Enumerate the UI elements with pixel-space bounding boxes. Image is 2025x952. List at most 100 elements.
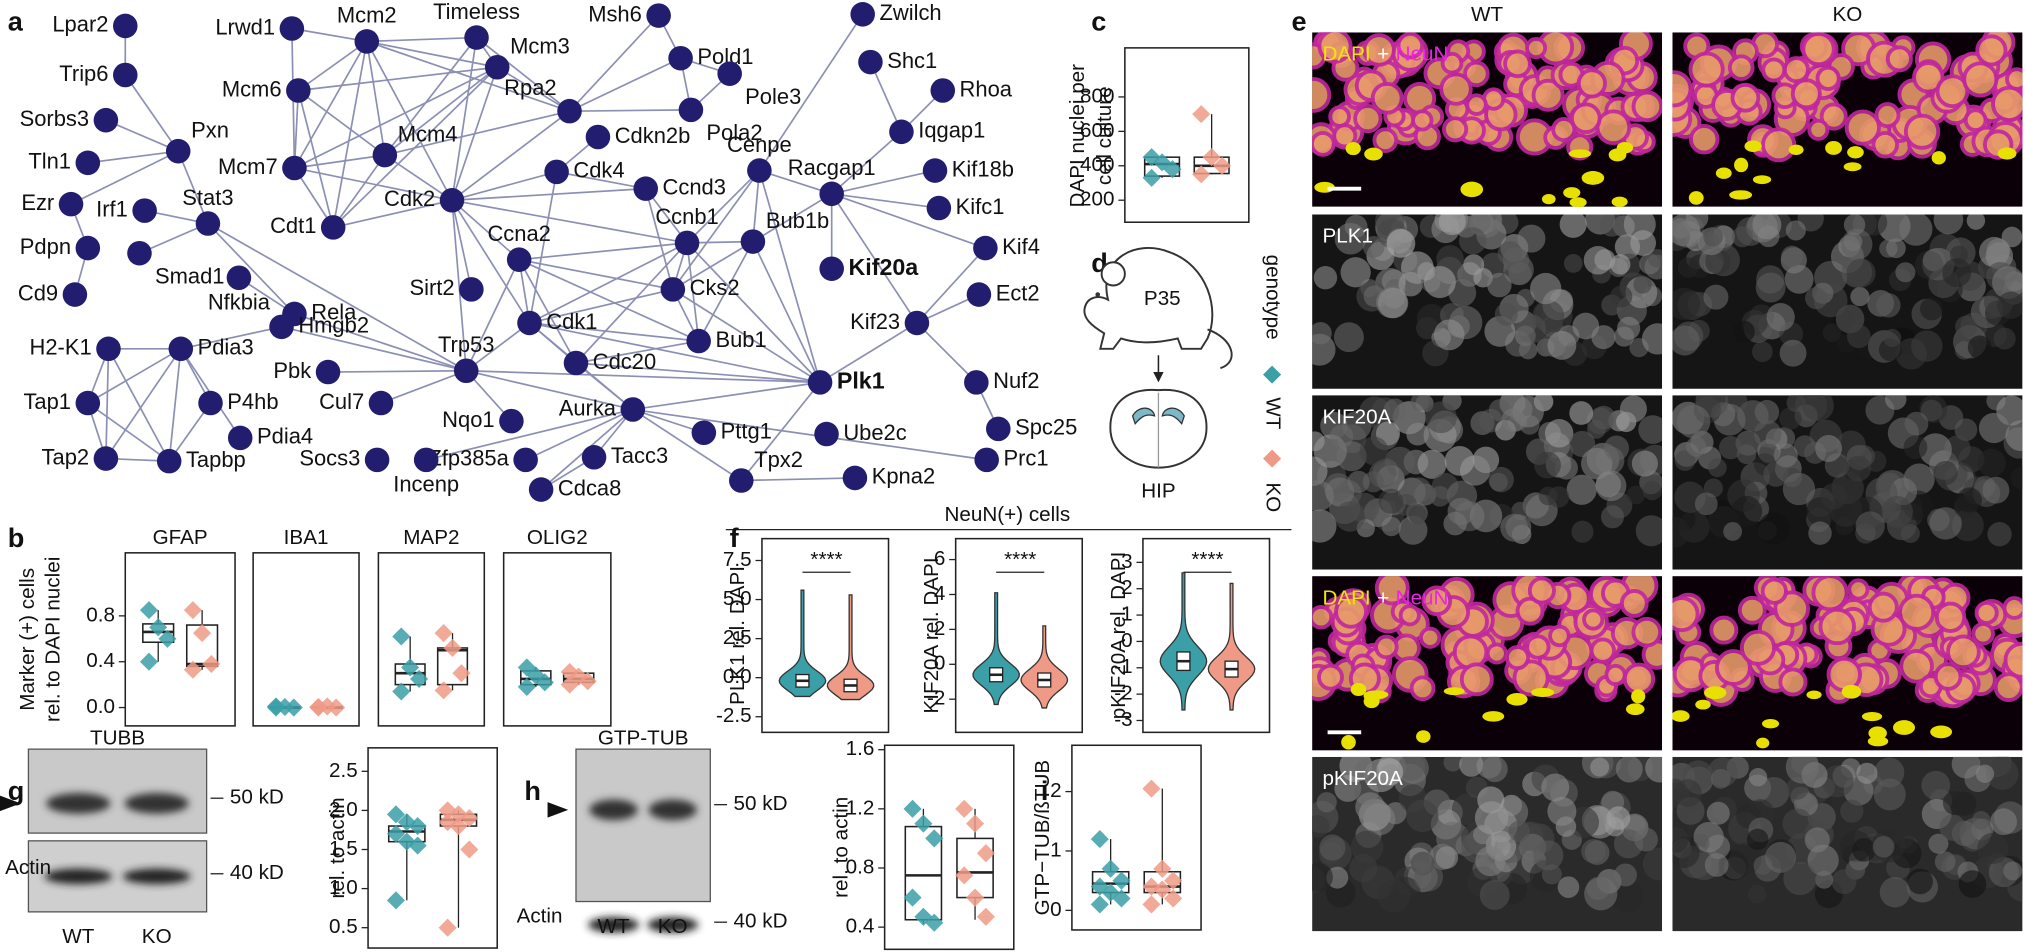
node: [807, 370, 833, 395]
edge: [87, 348, 182, 404]
cell-texture: [1503, 49, 1532, 79]
cell-texture: [1384, 802, 1407, 825]
node: [686, 328, 711, 354]
cell-texture: [1992, 756, 2013, 776]
edge: [529, 288, 674, 324]
micrograph: KIF20A: [1312, 395, 1663, 570]
cell-texture: [1313, 265, 1338, 290]
y-tick-label: -2: [1114, 682, 1132, 705]
node-label: Socs3: [299, 446, 360, 471]
edge: [632, 408, 987, 461]
edge: [70, 150, 179, 205]
cell-texture: [1856, 762, 1878, 784]
cell-texture: [1487, 272, 1512, 298]
cell-texture: [1364, 147, 1383, 161]
y-tick-label: 5.0: [723, 587, 752, 610]
band: [588, 917, 640, 933]
node: [926, 195, 952, 221]
cell-texture: [1693, 821, 1724, 853]
node: [75, 150, 101, 176]
cell-texture: [1625, 703, 1645, 716]
band: [647, 917, 699, 933]
cell-texture: [1971, 621, 1995, 646]
data-point: [139, 652, 159, 671]
region-label: HIP: [1141, 480, 1175, 503]
node: [740, 229, 766, 254]
band: [648, 799, 697, 821]
panel-letter: e: [1291, 6, 1306, 37]
cell-texture: [1986, 238, 2011, 263]
edge: [365, 41, 386, 156]
cell-texture: [1956, 487, 1983, 513]
cell-texture: [1672, 214, 1701, 247]
edge: [759, 169, 832, 195]
marker-label: 50 kD: [734, 792, 788, 815]
cell-texture: [2002, 596, 2023, 620]
edge: [632, 408, 705, 434]
cell-texture: [1642, 847, 1663, 881]
node: [93, 446, 119, 471]
node-label: Cd9: [18, 280, 58, 305]
edge: [568, 15, 660, 112]
cell-texture: [1727, 54, 1755, 81]
cell-texture: [1489, 472, 1508, 492]
cell-texture: [1568, 149, 1592, 158]
cell-texture: [1706, 801, 1730, 825]
cell-texture: [1469, 499, 1503, 533]
node: [499, 408, 524, 434]
mouse-eye: [1095, 292, 1101, 297]
age-label: P35: [1144, 287, 1181, 310]
data-point: [966, 888, 985, 907]
node-label: Cks2: [690, 275, 740, 300]
row-label-part: pKIF20A: [1322, 768, 1403, 791]
cell-texture: [1993, 672, 2023, 703]
cell-texture: [1709, 615, 1739, 645]
y-tick-label: 0.4: [86, 649, 115, 672]
plot-frame: [502, 552, 612, 727]
data-point: [408, 836, 427, 855]
cell-texture: [1447, 497, 1475, 526]
cell-texture: [1397, 756, 1426, 781]
node-label: Cdk1: [546, 309, 597, 334]
plot-frame: [1142, 537, 1271, 734]
node: [842, 465, 868, 491]
cell-texture: [1883, 328, 1902, 348]
lane-label: KO: [142, 925, 172, 948]
cell-texture: [1610, 285, 1633, 308]
cell-texture: [1459, 227, 1487, 255]
edge: [466, 369, 821, 384]
cell-texture: [1531, 687, 1555, 698]
y-tick-label: 1.0: [329, 876, 358, 899]
y-tick-label: 0.8: [846, 855, 875, 878]
cell-texture: [1874, 757, 1905, 788]
cell-texture: [1589, 637, 1616, 664]
cell-texture: [1975, 34, 2008, 67]
node-label: Aurka: [559, 395, 617, 420]
facet-title: OLIG2: [527, 526, 588, 549]
cell-texture: [1808, 521, 1832, 545]
cell-texture: [1460, 181, 1484, 198]
row-label-part: DAPI: [1322, 43, 1370, 66]
cell-texture: [1363, 690, 1383, 702]
node: [528, 477, 554, 502]
cell-texture: [1398, 271, 1424, 297]
cell-texture: [1783, 861, 1817, 896]
node: [974, 447, 999, 473]
edge: [293, 41, 368, 169]
cell-texture: [1703, 284, 1729, 310]
edge: [831, 131, 902, 195]
plot-frame: [1071, 744, 1202, 931]
data-point: [386, 805, 405, 824]
cell-texture: [1805, 287, 1828, 310]
cell-texture: [1804, 827, 1830, 853]
node-label: Cdca8: [558, 475, 621, 500]
edge: [831, 193, 986, 249]
node-label: Racgap1: [788, 155, 876, 180]
cell-texture: [1630, 230, 1657, 256]
data-point: [386, 824, 405, 843]
cell-texture: [1894, 829, 1914, 849]
cell-texture: [1410, 395, 1430, 411]
node-label: Bub1: [715, 327, 766, 352]
node-label: Pdia4: [257, 424, 313, 449]
cell-texture: [1590, 757, 1610, 777]
